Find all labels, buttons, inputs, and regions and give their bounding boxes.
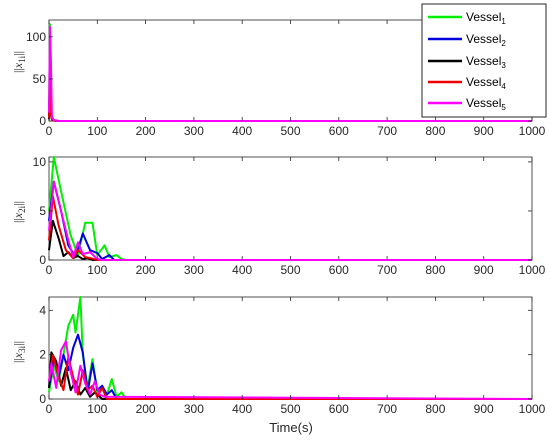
x-tick-label-3-2: 100 [87,402,107,416]
x-tick-label-2-2: 100 [87,263,107,277]
x-tick-label-2-9: 800 [425,263,445,277]
legend-entry-2: Vessel2 [428,32,506,48]
x-tick-label-2-7: 600 [329,263,349,277]
y-axis-label-2: ||x2i|| [11,201,27,223]
legend-label-1: Vessel1 [466,10,506,26]
x-tick-label-1-10: 900 [474,124,494,138]
y-tick-label-3-2: 2 [39,348,46,362]
plot-area-2 [48,156,533,261]
x-tick-label-1-1: 0 [46,124,53,138]
y-tick-label-2-3: 10 [33,155,47,169]
series-group-1 [48,23,532,122]
x-tick-label-1-2: 100 [87,124,107,138]
x-tick-label-1-5: 400 [232,124,252,138]
series-line-2-5 [48,180,532,261]
x-tick-label-2-8: 700 [377,263,397,277]
series-group-2 [48,156,532,261]
y-tick-label-1-2: 50 [33,72,47,86]
y-tick-label-2-1: 0 [39,253,46,267]
legend-entry-4: Vessel4 [428,75,506,91]
x-tick-label-3-8: 700 [377,402,397,416]
series-group-3 [48,296,533,400]
x-tick-label-2-3: 200 [136,263,156,277]
x-tick-label-2-4: 300 [184,263,204,277]
legend-label-4: Vessel4 [466,75,506,91]
x-tick-label-3-6: 500 [280,402,300,416]
y-tick-label-3-1: 0 [39,392,46,406]
legend-entry-1: Vessel1 [428,10,506,26]
y-axis-label-3: ||x3i|| [11,341,27,363]
y-tick-label-3-3: 4 [39,303,46,317]
plot-area-3 [48,296,533,400]
x-tick-label-1-6: 500 [280,124,300,138]
series-line-1-5 [48,25,532,122]
y-tick-label-1-3: 100 [26,30,46,44]
legend-label-2: Vessel2 [466,32,506,48]
legend-label-5: Vessel5 [466,96,506,112]
x-tick-label-2-1: 0 [46,263,53,277]
x-tick-label-3-7: 600 [329,402,349,416]
x-tick-label-1-3: 200 [136,124,156,138]
x-tick-label-2-11: 1000 [519,263,546,277]
x-tick-label-1-4: 300 [184,124,204,138]
x-tick-label-1-9: 800 [425,124,445,138]
legend-entry-5: Vessel5 [428,96,506,112]
x-tick-label-2-5: 400 [232,263,252,277]
legend: Vessel1 Vessel2 Vessel3 Vessel4 Vessel5 [421,3,547,118]
x-tick-label-2-6: 500 [280,263,300,277]
x-tick-label-3-5: 400 [232,402,252,416]
x-tick-label-3-4: 300 [184,402,204,416]
x-tick-label-3-1: 0 [46,402,53,416]
x-axis-label: Time(s) [269,420,313,435]
legend-label-3: Vessel3 [466,54,506,70]
x-tick-label-3-10: 900 [474,402,494,416]
subplot-3: 0 100 200 300 400 500 600 700 800 900 1000 0 2 4 [39,296,546,416]
subplot-2: 0 100 200 300 400 500 600 700 800 900 1000 0 5 10 [33,155,546,277]
x-tick-label-1-7: 600 [329,124,349,138]
y-tick-label-2-2: 5 [39,204,46,218]
series-line-3-5 [48,340,533,400]
y-axis-label-1: ||x1i|| [11,51,27,73]
x-tick-label-3-11: 1000 [519,402,546,416]
series-line-3-2 [48,333,532,400]
series-line-3-4 [48,353,532,400]
y-tick-label-1-1: 0 [39,114,46,128]
series-line-2-1 [48,156,532,261]
x-tick-label-3-3: 200 [136,402,156,416]
x-tick-label-3-9: 800 [425,402,445,416]
series-line-2-4 [48,195,532,261]
x-tick-label-1-8: 700 [377,124,397,138]
x-tick-label-2-10: 900 [474,263,494,277]
x-tick-label-1-11: 1000 [519,124,546,138]
legend-entry-3: Vessel3 [428,54,506,70]
